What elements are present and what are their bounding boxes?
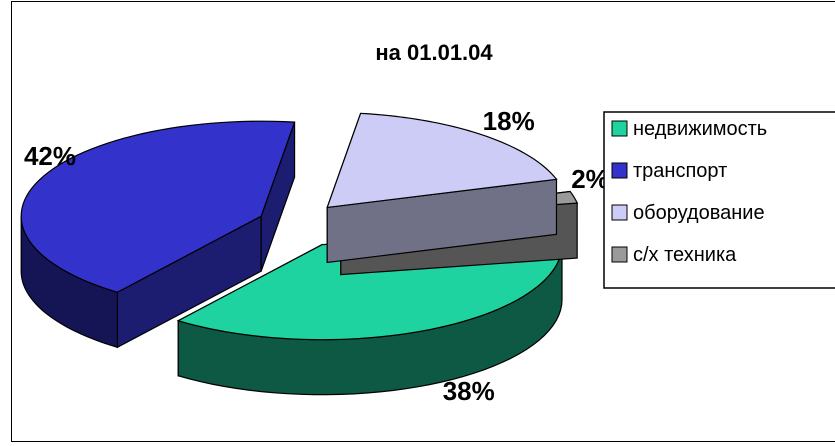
legend-swatch-1 <box>611 120 628 137</box>
legend-label-3: оборудование <box>633 202 765 224</box>
data-labels: 38% 42% 18% 2% <box>24 106 609 406</box>
chart-title: на 01.01.04 <box>375 40 493 65</box>
data-label-1: 38% <box>443 376 495 406</box>
data-label-2: 42% <box>24 141 76 171</box>
pie-slice-2 <box>20 120 296 349</box>
data-label-4: 2% <box>571 164 609 194</box>
legend-swatch-4 <box>611 246 628 263</box>
legend-box <box>603 111 835 289</box>
slice-top <box>20 120 296 293</box>
pie-slices <box>20 112 579 396</box>
chart-area <box>11 1 835 442</box>
pie-slice-3 <box>326 112 558 264</box>
legend-label-2: транспорт <box>633 160 727 182</box>
legend: недвижимость транспорт оборудование с/х тех… <box>603 111 835 289</box>
legend-swatch-3 <box>611 204 628 221</box>
legend-swatch-2 <box>611 162 628 179</box>
legend-label-4: с/х техника <box>633 244 737 266</box>
legend-label-1: недвижимость <box>633 118 767 140</box>
slice-top <box>326 112 558 209</box>
data-label-3: 18% <box>483 106 535 136</box>
